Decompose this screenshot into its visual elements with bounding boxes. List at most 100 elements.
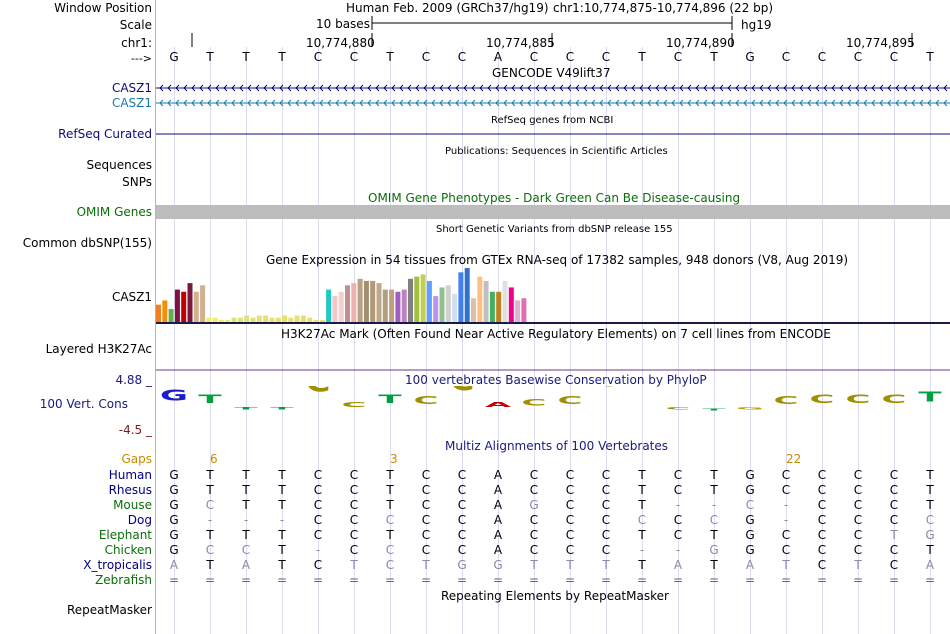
gtex-bar[interactable]: [326, 289, 332, 322]
alignment-base: C: [673, 513, 683, 527]
gtex-bar[interactable]: [206, 317, 212, 322]
gtex-bar[interactable]: [168, 309, 174, 322]
gtex-bar[interactable]: [332, 296, 338, 322]
gtex-bar[interactable]: [414, 276, 420, 322]
gtex-bar[interactable]: [452, 293, 458, 322]
alignment-base: T: [638, 528, 646, 542]
position-title: chr1:10,774,875-10,774,896 (22 bp): [553, 1, 774, 15]
gtex-bar[interactable]: [433, 296, 439, 322]
gtex-bar[interactable]: [515, 300, 521, 322]
gtex-bar[interactable]: [357, 278, 363, 322]
repeatmasker-label[interactable]: RepeatMasker: [66, 603, 152, 617]
gtex-bar[interactable]: [288, 317, 294, 322]
gtex-bar[interactable]: [408, 278, 413, 322]
refseq-curated-label[interactable]: RefSeq Curated: [58, 127, 152, 141]
gtex-bar[interactable]: [256, 315, 262, 322]
gtex-bar[interactable]: [250, 317, 256, 322]
gtex-bar[interactable]: [382, 289, 388, 322]
gtex-bar[interactable]: [502, 280, 508, 322]
gtex-bar[interactable]: [244, 315, 250, 322]
gtex-bar[interactable]: [307, 317, 313, 322]
gtex-bar[interactable]: [212, 317, 218, 322]
gtex-bar[interactable]: [376, 283, 382, 322]
gtex-bar[interactable]: [319, 319, 325, 322]
phylop-title: 100 vertebrates Basewise Conservation by…: [405, 373, 707, 387]
gtex-bar[interactable]: [483, 280, 489, 322]
casz1-label-a[interactable]: CASZ1: [111, 81, 152, 95]
gtex-bar[interactable]: [313, 319, 319, 322]
gtex-bar[interactable]: [181, 291, 187, 322]
gtex-bar[interactable]: [193, 291, 199, 322]
snps-label[interactable]: SNPs: [122, 175, 152, 189]
common-dbsnp-label[interactable]: Common dbSNP(155): [22, 236, 152, 250]
gtex-bar[interactable]: [496, 291, 502, 322]
gtex-bar[interactable]: [345, 285, 350, 322]
gtex-bar[interactable]: [300, 315, 306, 322]
gtex-bar[interactable]: [351, 283, 357, 322]
gtex-bar[interactable]: [420, 274, 426, 322]
alignment-base: T: [278, 558, 286, 572]
species-label-mouse[interactable]: Mouse: [113, 498, 152, 512]
alignment-base: =: [744, 573, 756, 587]
layered-h3k27ac-label[interactable]: Layered H3K27Ac: [45, 342, 152, 356]
browser-image[interactable]: Human Feb. 2009 (GRCh37/hg19) chr1:10,77…: [156, 0, 950, 634]
alignment-base: C: [673, 483, 683, 497]
gtex-bar[interactable]: [477, 276, 483, 322]
gtex-bar[interactable]: [174, 289, 180, 322]
gtex-bar[interactable]: [225, 319, 231, 322]
alignment-base: C: [601, 498, 611, 512]
species-label-dog[interactable]: Dog: [127, 513, 152, 527]
gtex-bar[interactable]: [370, 280, 376, 322]
omim-gene-bar[interactable]: [156, 205, 950, 219]
strand-arrow-label[interactable]: --->: [130, 52, 152, 65]
gtex-bar[interactable]: [200, 285, 206, 322]
vert-cons-label[interactable]: 100 Vert. Cons: [39, 397, 128, 411]
gtex-bar[interactable]: [389, 289, 395, 322]
gtex-bar[interactable]: [269, 317, 275, 322]
gtex-bar[interactable]: [439, 287, 445, 322]
gtex-bar[interactable]: [464, 268, 470, 322]
casz1-label-b[interactable]: CASZ1: [111, 96, 152, 110]
gtex-bar[interactable]: [156, 304, 161, 322]
gtex-bar[interactable]: [471, 298, 476, 322]
reference-base: C: [781, 50, 791, 64]
gtex-bar[interactable]: [282, 315, 287, 322]
gtex-bar[interactable]: [338, 291, 344, 322]
omim-genes-label[interactable]: OMIM Genes: [76, 205, 152, 219]
species-label-human[interactable]: Human: [108, 468, 152, 482]
gtex-bar[interactable]: [395, 291, 401, 322]
species-label-rhesus[interactable]: Rhesus: [108, 483, 152, 497]
species-label-zebrafish[interactable]: Zebrafish: [95, 573, 152, 587]
sequences-label[interactable]: Sequences: [86, 158, 152, 172]
gtex-bar[interactable]: [162, 300, 168, 322]
species-label-elephant[interactable]: Elephant: [98, 528, 152, 542]
h3k27ac-signal[interactable]: [156, 368, 950, 372]
gtex-casz1-label[interactable]: CASZ1: [111, 290, 152, 304]
gtex-bar[interactable]: [275, 317, 281, 322]
gtex-bar[interactable]: [445, 285, 451, 322]
gtex-bar[interactable]: [458, 272, 464, 322]
gtex-bar-chart[interactable]: [156, 268, 950, 324]
gtex-bar[interactable]: [263, 315, 269, 322]
gtex-bar[interactable]: [231, 317, 237, 322]
gtex-bar[interactable]: [508, 287, 514, 322]
gene-tracks[interactable]: [156, 80, 950, 120]
gtex-bar[interactable]: [426, 280, 432, 322]
gtex-bar[interactable]: [489, 291, 495, 322]
gtex-bar[interactable]: [219, 319, 224, 322]
alignment-base: C: [529, 513, 539, 527]
gtex-bar[interactable]: [187, 283, 193, 322]
gtex-bar[interactable]: [294, 315, 300, 322]
gtex-bar[interactable]: [237, 317, 243, 322]
gtex-bar[interactable]: [521, 298, 527, 322]
alignment-base: G: [745, 543, 755, 557]
species-label-chicken[interactable]: Chicken: [104, 543, 152, 557]
gtex-bar[interactable]: [363, 280, 369, 322]
species-label-x_tropicalis[interactable]: X_tropicalis: [83, 558, 152, 572]
alignment-base: =: [168, 573, 180, 587]
refseq-gene-line[interactable]: [156, 132, 950, 136]
alignment-base: T: [602, 558, 610, 572]
multiz-title: Multiz Alignments of 100 Vertebrates: [445, 439, 669, 453]
gtex-bar[interactable]: [401, 289, 407, 322]
